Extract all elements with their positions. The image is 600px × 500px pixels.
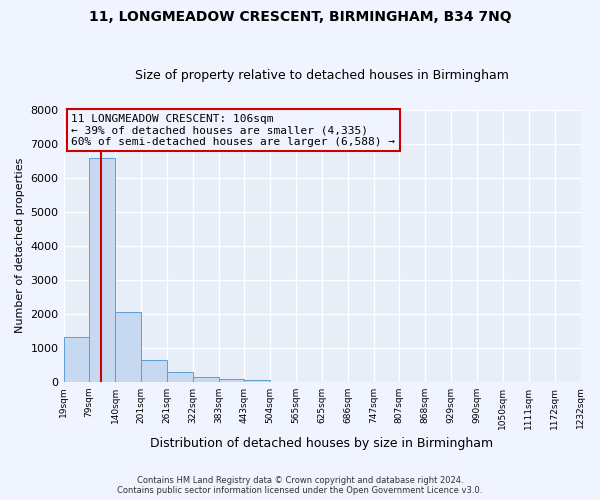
- Text: Contains HM Land Registry data © Crown copyright and database right 2024.
Contai: Contains HM Land Registry data © Crown c…: [118, 476, 482, 495]
- Bar: [193, 377, 218, 382]
- Y-axis label: Number of detached properties: Number of detached properties: [15, 158, 25, 334]
- Bar: [167, 372, 193, 382]
- Title: Size of property relative to detached houses in Birmingham: Size of property relative to detached ho…: [135, 69, 509, 82]
- Text: 11, LONGMEADOW CRESCENT, BIRMINGHAM, B34 7NQ: 11, LONGMEADOW CRESCENT, BIRMINGHAM, B34…: [89, 10, 511, 24]
- Text: 11 LONGMEADOW CRESCENT: 106sqm
← 39% of detached houses are smaller (4,335)
60% : 11 LONGMEADOW CRESCENT: 106sqm ← 39% of …: [71, 114, 395, 147]
- Bar: [89, 158, 115, 382]
- Bar: [64, 338, 89, 382]
- Bar: [218, 379, 244, 382]
- Bar: [115, 312, 141, 382]
- X-axis label: Distribution of detached houses by size in Birmingham: Distribution of detached houses by size …: [151, 437, 494, 450]
- Bar: [141, 360, 167, 382]
- Bar: [244, 380, 270, 382]
